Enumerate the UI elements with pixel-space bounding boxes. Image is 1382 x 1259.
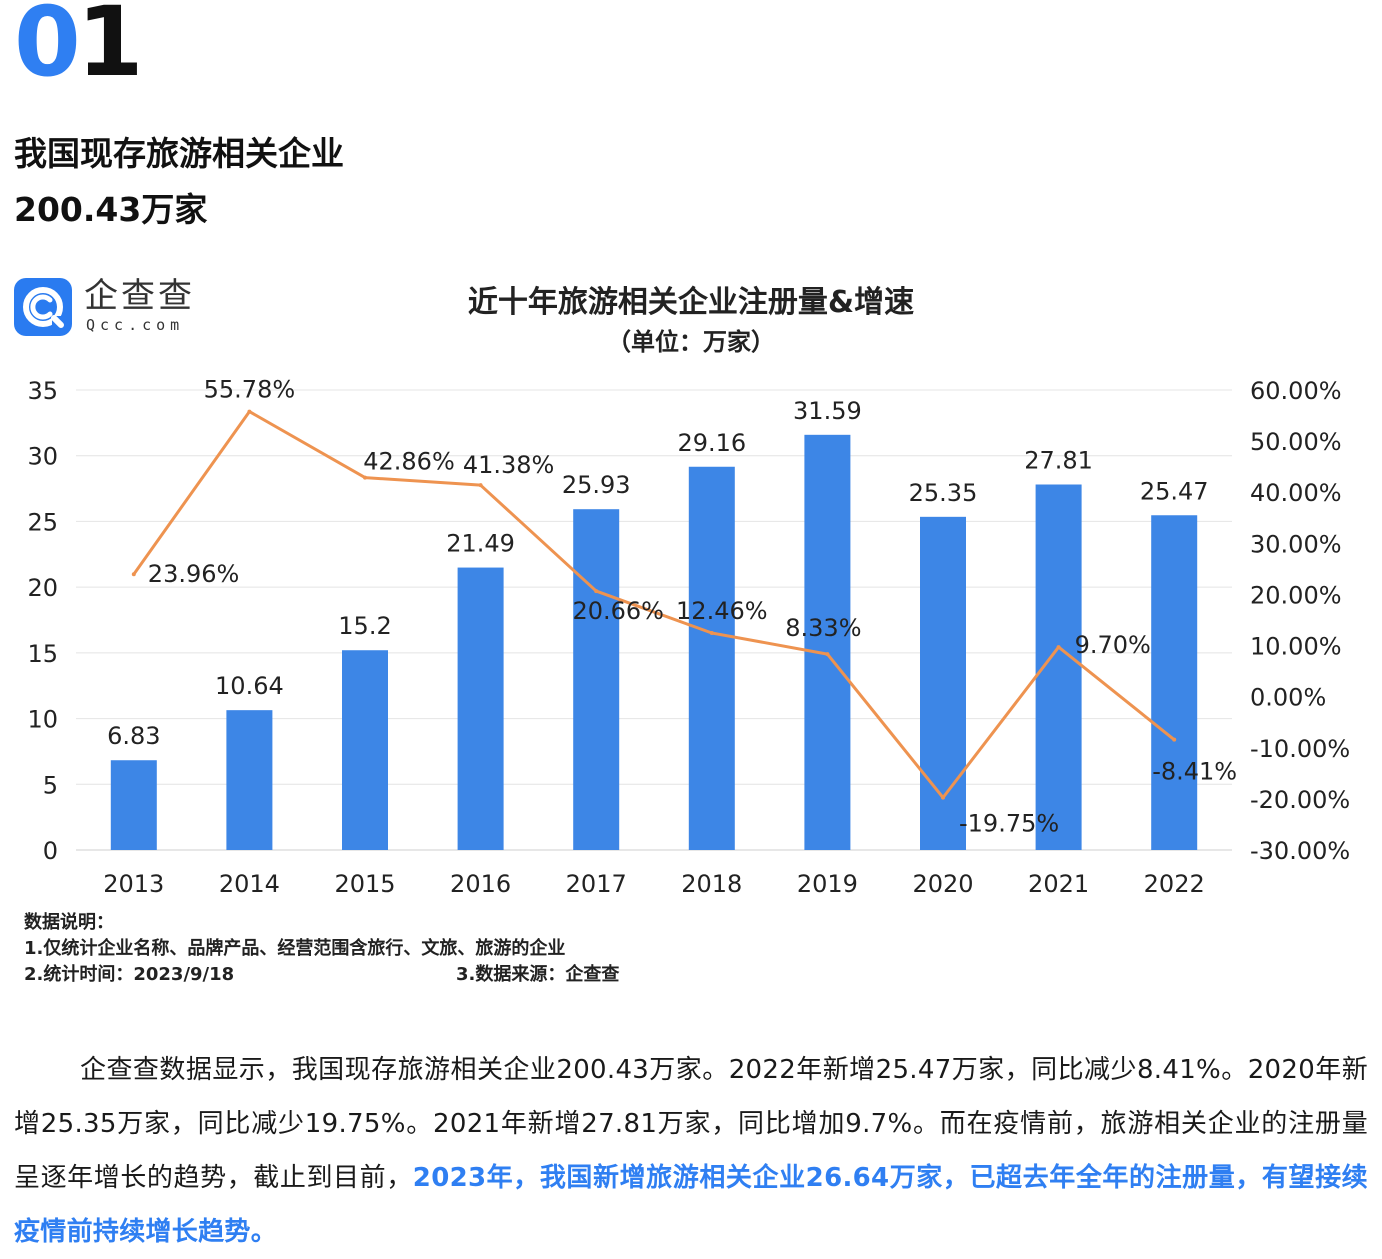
x-tick-label: 2016 <box>450 870 511 898</box>
growth-labels: 23.96% 55.78% 42.86% 41.38% 20.66% 12.46% 8.33… <box>148 376 1237 838</box>
y-tick-label: 25 <box>27 508 58 536</box>
y-axis-left: 0 5 10 15 20 25 30 35 <box>27 377 58 865</box>
growth-line-series <box>131 409 1177 800</box>
bar <box>1151 515 1198 850</box>
notes-item1: 1.仅统计企业名称、品牌产品、经营范围含旅行、文旅、旅游的企业 <box>24 938 566 959</box>
bar-value-label: 21.49 <box>446 530 515 558</box>
body-paragraph: 企查查数据显示，我国现存旅游相关企业200.43万家。2022年新增25.47万… <box>14 1043 1368 1259</box>
y2-tick-label: 0.00% <box>1250 684 1326 712</box>
y-tick-label: 20 <box>27 574 58 602</box>
bar-value-label: 25.93 <box>562 471 631 499</box>
x-tick-label: 2019 <box>797 870 858 898</box>
growth-value-label: -8.41% <box>1152 758 1237 786</box>
y2-tick-label: 40.00% <box>1250 479 1342 507</box>
growth-value-label: 42.86% <box>363 448 455 476</box>
bar-value-label: 15.2 <box>338 612 391 640</box>
chart: 近十年旅游相关企业注册量&增速 （单位：万家） 0 5 10 15 20 25 30 35 -… <box>27 285 1350 898</box>
chart-title: 近十年旅游相关企业注册量&增速 <box>468 285 914 320</box>
headline: 我国现存旅游相关企业 200.43万家 <box>14 126 344 238</box>
y2-tick-label: 10.00% <box>1250 633 1342 661</box>
growth-point <box>363 475 367 480</box>
bar <box>226 710 273 850</box>
growth-point <box>1056 645 1061 650</box>
growth-point <box>825 652 830 657</box>
y-tick-label: 35 <box>27 377 58 405</box>
growth-value-label: -19.75% <box>959 810 1059 838</box>
growth-point <box>247 409 252 414</box>
y-tick-label: 30 <box>27 443 58 471</box>
y2-tick-label: 30.00% <box>1250 530 1342 558</box>
bar-value-label: 27.81 <box>1024 446 1093 474</box>
qcc-logo-icon <box>14 278 72 336</box>
y2-tick-label: 50.00% <box>1250 428 1342 456</box>
x-tick-label: 2014 <box>219 870 280 898</box>
x-tick-label: 2017 <box>566 870 627 898</box>
headline-line1: 我国现存旅游相关企业 <box>14 134 344 173</box>
bar <box>110 760 157 850</box>
qcc-logo-name: 企查查 <box>84 276 195 316</box>
y2-tick-label: -30.00% <box>1250 837 1350 865</box>
bar-value-label: 31.59 <box>793 397 862 425</box>
y2-tick-label: 20.00% <box>1250 581 1342 609</box>
y2-tick-label: -20.00% <box>1250 786 1350 814</box>
bar <box>573 509 620 850</box>
bar-value-label: 29.16 <box>677 429 746 457</box>
section-number-zero: 0 <box>14 0 81 98</box>
growth-value-label: 23.96% <box>148 560 240 588</box>
growth-line <box>132 410 1176 800</box>
growth-point <box>594 589 599 594</box>
x-tick-label: 2018 <box>681 870 742 898</box>
bar-value-label: 6.83 <box>107 722 160 750</box>
qcc-logo-sub: Qcc.com <box>86 316 185 334</box>
headline-line2: 200.43万家 <box>14 190 208 229</box>
x-tick-label: 2013 <box>103 870 164 898</box>
notes-item2: 2.统计时间：2023/9/18 <box>24 964 235 985</box>
bar <box>457 567 504 850</box>
bar <box>920 516 966 850</box>
growth-value-label: 41.38% <box>463 451 555 479</box>
growth-value-label: 12.46% <box>676 597 768 625</box>
bar-value-label: 25.35 <box>909 479 978 507</box>
growth-point <box>1172 737 1177 742</box>
bar <box>688 466 735 850</box>
bar <box>342 650 388 850</box>
x-tick-label: 2022 <box>1144 870 1205 898</box>
y-tick-label: 5 <box>43 771 58 799</box>
growth-point <box>941 795 945 800</box>
x-tick-label: 2021 <box>1028 870 1089 898</box>
growth-value-label: 8.33% <box>785 614 861 642</box>
chart-subtitle: （单位：万家） <box>607 328 775 356</box>
y2-tick-label: -10.00% <box>1250 735 1350 763</box>
data-notes: 数据说明： 1.仅统计企业名称、品牌产品、经营范围含旅行、文旅、旅游的企业 2.… <box>24 910 724 988</box>
growth-value-label: 9.70% <box>1075 631 1151 659</box>
x-tick-label: 2015 <box>334 870 395 898</box>
bar-series <box>110 434 1198 850</box>
x-axis: 2013 2014 2015 2016 2017 2018 2019 2020 2021 2022 <box>103 870 1204 898</box>
x-tick-label: 2020 <box>912 870 973 898</box>
bar <box>804 434 851 850</box>
bar-value-label: 10.64 <box>215 672 284 700</box>
notes-heading: 数据说明： <box>24 912 114 933</box>
section-number-one: 1 <box>76 0 144 98</box>
growth-point <box>131 572 136 577</box>
growth-value-label: 55.78% <box>204 376 296 404</box>
bar-value-label: 25.47 <box>1140 477 1209 505</box>
growth-point <box>478 483 483 488</box>
y-tick-label: 0 <box>43 837 58 865</box>
paragraph-text: 企查查数据显示，我国现存旅游相关企业200.43万家。2022年新增25.47万… <box>14 1055 1368 1193</box>
paragraph-highlight: 2023年，我国新增旅游相关企业26.64万家，已超去年全年的注册量，有望接续疫… <box>14 1163 1368 1247</box>
growth-point <box>709 630 714 635</box>
y-axis-right: -30.00% -20.00% -10.00% 0.00% 10.00% 20.00% 30… <box>1250 377 1350 865</box>
bar-labels: 6.83 10.64 15.2 21.49 25.93 29.16 31.59 25.35 27… <box>107 397 1208 750</box>
y-tick-label: 10 <box>27 706 58 734</box>
growth-value-label: 20.66% <box>572 597 664 625</box>
section-number: 01 <box>14 0 144 90</box>
notes-item3: 3.数据来源：企查查 <box>456 964 620 985</box>
y2-tick-label: 60.00% <box>1250 377 1342 405</box>
qcc-logo: 企查查 Qcc.com <box>14 276 214 338</box>
y-tick-label: 15 <box>27 640 58 668</box>
